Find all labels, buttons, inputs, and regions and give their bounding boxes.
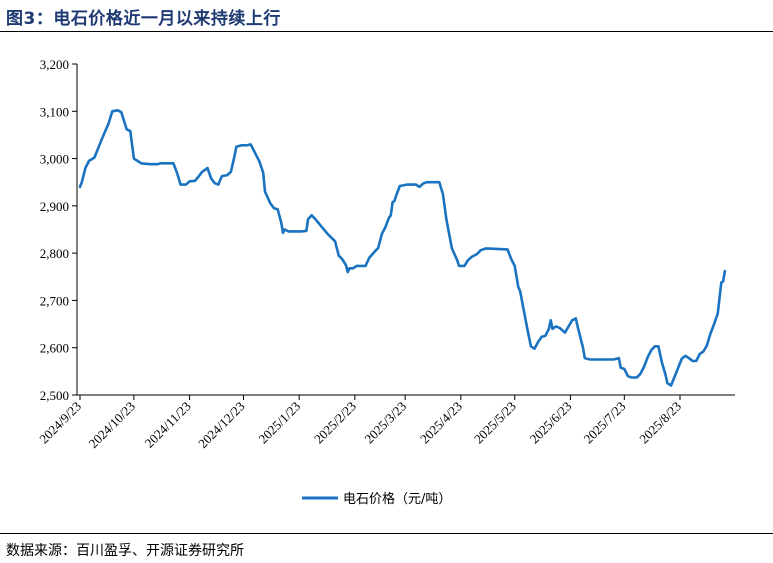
x-tick-label: 2025/3/23 (361, 399, 409, 447)
x-tick-label: 2024/9/23 (36, 399, 84, 447)
y-tick-label: 2,600 (40, 341, 69, 356)
x-tick-label: 2025/7/23 (581, 399, 629, 447)
y-tick-label: 2,800 (40, 246, 69, 261)
x-tick-label: 2025/8/23 (636, 399, 684, 447)
x-tick-label: 2025/5/23 (471, 399, 519, 447)
x-tick-label: 2025/1/23 (255, 399, 303, 447)
y-axis: 2,500 2,600 2,700 2,800 2,900 3,000 3,100 3,200 (40, 57, 78, 403)
bottom-divider (0, 533, 773, 534)
data-source-note: 数据来源：百川盈孚、开源证券研究所 (6, 543, 244, 559)
top-divider (0, 31, 773, 32)
y-tick-label: 3,100 (40, 104, 69, 119)
figure-title: 图3：电石价格近一月以来持续上行 (6, 9, 281, 29)
series-line-0 (78, 109, 727, 387)
legend: 电石价格（元/吨） (302, 491, 451, 507)
legend-label: 电石价格（元/吨） (343, 491, 451, 507)
y-tick-label: 2,700 (40, 293, 69, 308)
x-tick-label: 2025/4/23 (417, 399, 465, 447)
y-tick-label: 2,500 (40, 388, 69, 403)
y-tick-label: 3,000 (40, 152, 69, 167)
x-tick-label: 2024/10/23 (86, 399, 138, 451)
y-tick-label: 2,900 (40, 199, 69, 214)
x-tick-label: 2024/11/23 (142, 399, 194, 451)
x-tick-label: 2024/12/23 (195, 399, 247, 451)
x-axis: 2024/9/23 2024/10/23 2024/11/23 2024/12/23 2… (36, 394, 735, 451)
y-tick-label: 3,200 (40, 57, 69, 72)
series-layer (78, 109, 727, 387)
x-tick-label: 2025/6/23 (527, 399, 575, 447)
x-tick-label: 2025/2/23 (311, 399, 359, 447)
line-chart: 2,500 2,600 2,700 2,800 2,900 3,000 3,100 3,200… (36, 57, 735, 507)
